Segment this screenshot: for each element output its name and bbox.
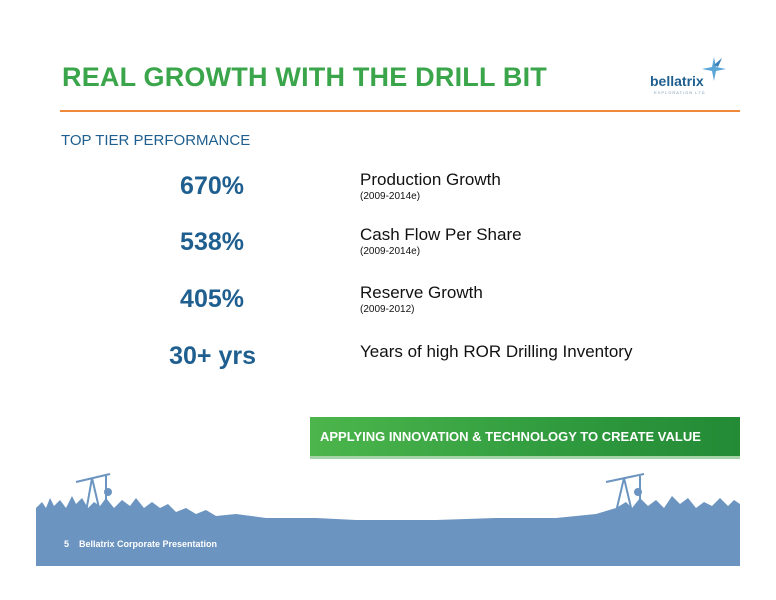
footer: 5 Bellatrix Corporate Presentation <box>64 539 217 549</box>
metric-period: (2009-2012) <box>360 304 415 315</box>
metric-period: (2009-2014e) <box>360 246 421 257</box>
metric-value: 405% <box>180 285 244 313</box>
metric-label: Reserve Growth <box>360 283 483 302</box>
footer-label: Bellatrix Corporate Presentation <box>79 539 218 549</box>
value-banner: APPLYING INNOVATION & TECHNOLOGY TO CREA… <box>310 417 740 459</box>
metric-description: Cash Flow Per Share (2009-2014e) <box>360 225 740 258</box>
logo-subtext: EXPLORATION LTD <box>654 90 706 95</box>
metric-description: Reserve Growth (2009-2012) <box>360 283 740 316</box>
metric-period: (2009-2014e) <box>360 191 421 202</box>
metric-value: 30+ yrs <box>169 342 256 370</box>
page-number: 5 <box>64 539 70 549</box>
pumpjack-landscape-illustration <box>36 473 740 526</box>
metric-description: Years of high ROR Drilling Inventory <box>360 342 740 362</box>
metric-value: 670% <box>180 172 244 200</box>
logo-name: bellatrix <box>650 73 704 89</box>
metric-description: Production Growth (2009-2014e) <box>360 170 740 203</box>
page-title: REAL GROWTH WITH THE DRILL BIT <box>62 62 547 92</box>
section-subtitle: TOP TIER PERFORMANCE <box>61 132 251 149</box>
company-logo: bellatrix EXPLORATION LTD <box>650 55 730 101</box>
metric-label: Production Growth <box>360 170 501 189</box>
metric-label: Years of high ROR Drilling Inventory <box>360 342 633 361</box>
footer-band <box>36 522 740 566</box>
star-icon <box>702 57 726 81</box>
metric-value: 538% <box>180 228 244 256</box>
metric-label: Cash Flow Per Share <box>360 225 522 244</box>
title-divider <box>60 110 740 112</box>
